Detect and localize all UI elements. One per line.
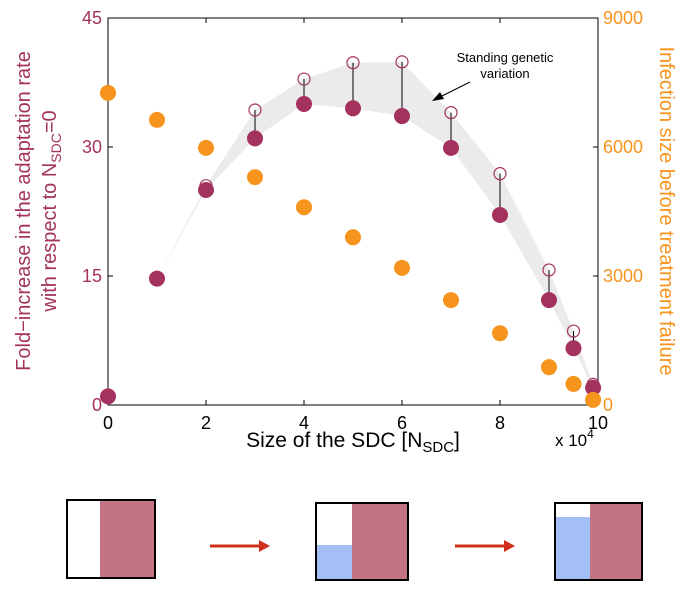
point — [585, 391, 602, 408]
plot-frame — [107, 17, 599, 406]
x-tick-label: 0 — [103, 413, 113, 433]
y2-tick-label: 3000 — [603, 266, 643, 286]
y-axis-label-part: =0 — [39, 110, 61, 133]
y-axis-label: with respect to NSDC=0 — [39, 110, 64, 312]
point — [247, 169, 263, 186]
point — [248, 103, 262, 117]
point — [541, 292, 557, 309]
point — [198, 182, 214, 198]
point — [198, 139, 214, 156]
x-tick-label: 8 — [495, 413, 505, 433]
point — [443, 139, 459, 156]
point — [444, 105, 458, 120]
point — [297, 72, 311, 86]
box-fill — [556, 517, 590, 579]
x-multiplier-part: 4 — [587, 427, 594, 441]
diagram — [66, 499, 643, 581]
y2-axis-label: Infection size before treatment failure — [655, 46, 677, 375]
variation-band — [157, 61, 594, 388]
box-fill — [590, 504, 641, 579]
x-multiplier-part: x 10 — [555, 431, 587, 450]
point — [493, 167, 507, 181]
point — [542, 263, 556, 277]
point — [443, 292, 459, 309]
y-tick-label: 15 — [82, 266, 102, 286]
point — [492, 206, 508, 223]
point — [394, 259, 410, 276]
x-axis-label: Size of the SDC [NSDC] — [246, 429, 460, 456]
point — [541, 359, 557, 376]
point — [395, 55, 409, 69]
point — [247, 130, 263, 147]
annotation: Standing genetic variation — [457, 50, 554, 81]
point — [296, 199, 312, 216]
y-tick-label: 30 — [82, 137, 102, 157]
y2-tick-label: 0 — [603, 395, 613, 415]
y-axis-label-part: SDC — [48, 133, 64, 163]
point — [585, 379, 602, 396]
arrow-head — [259, 540, 270, 552]
box-fill — [100, 501, 154, 577]
annotation-line: variation — [480, 66, 529, 81]
point — [566, 324, 581, 338]
y-axis-label: Fold−increase in the adaptation rate — [13, 51, 35, 371]
y-axis-label-part: with respect to N — [39, 163, 61, 313]
point — [149, 111, 165, 128]
annotation-line: Standing genetic — [457, 50, 554, 65]
y2-tick-label: 9000 — [603, 8, 643, 28]
point — [565, 340, 582, 357]
arrow-head — [504, 540, 515, 552]
x-tick-label: 2 — [201, 413, 211, 433]
point — [345, 100, 361, 117]
annotation-arrow — [437, 81, 471, 99]
point — [565, 375, 582, 392]
point — [100, 84, 116, 101]
point — [345, 229, 361, 246]
point — [149, 270, 165, 287]
box-fill — [317, 545, 352, 579]
x-tick-label: 6 — [397, 413, 407, 433]
point — [346, 56, 360, 70]
point — [492, 325, 508, 342]
point — [296, 96, 312, 112]
y2-tick-label: 6000 — [603, 137, 643, 157]
annotation-arrow-head — [432, 92, 444, 101]
box-fill — [352, 504, 407, 579]
x-multiplier: x 104 — [555, 427, 594, 450]
point — [586, 377, 600, 391]
y-tick-label: 0 — [92, 395, 102, 415]
x-axis-label-part: ] — [454, 429, 460, 452]
point — [394, 108, 410, 125]
x-axis-label-part: SDC — [422, 439, 454, 456]
point — [199, 179, 213, 193]
y-tick-label: 45 — [82, 8, 102, 28]
point — [100, 388, 116, 405]
x-tick-label: 4 — [299, 413, 309, 433]
x-tick-label: 10 — [588, 413, 608, 433]
x-axis-label-part: Size of the SDC [N — [246, 429, 422, 452]
